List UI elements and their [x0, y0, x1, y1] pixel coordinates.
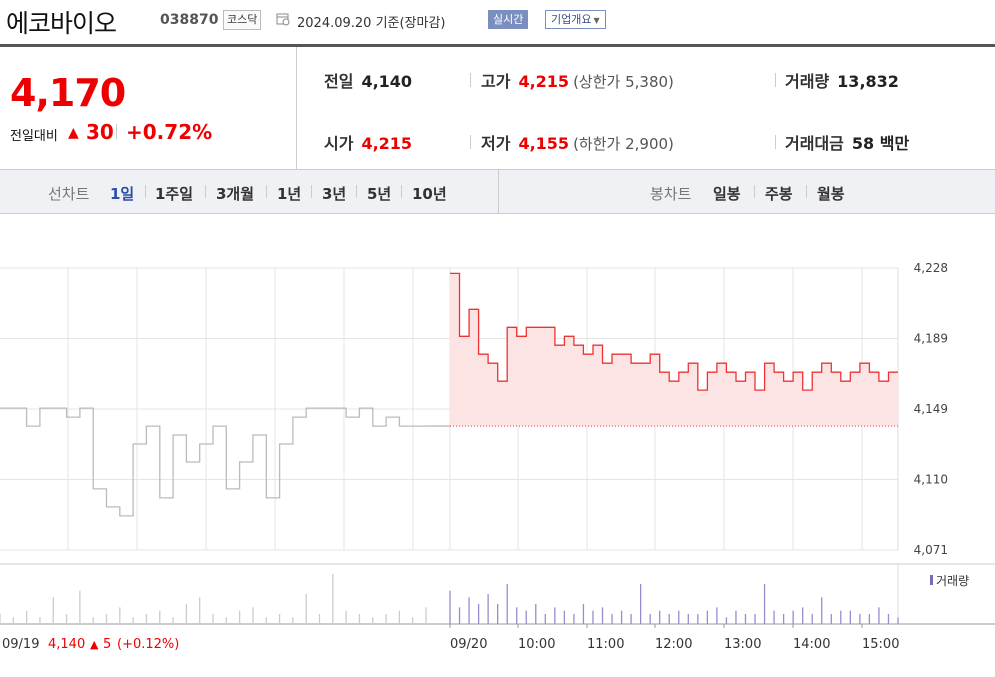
- high-value: 4,215: [518, 72, 570, 91]
- open-price: 시가 4,215: [324, 130, 412, 154]
- lower-limit: (하한가 2,900): [573, 135, 674, 153]
- low-label: 저가: [481, 134, 511, 153]
- prev-day-change: 5: [103, 637, 111, 652]
- volume: 거래량 13,832: [785, 68, 899, 92]
- tab-divider: [806, 185, 807, 198]
- open-label: 시가: [324, 134, 354, 153]
- divider: [470, 73, 471, 87]
- calendar-icon: [276, 13, 290, 26]
- tab-daily[interactable]: 일봉: [713, 185, 741, 203]
- tab-5year[interactable]: 5년: [367, 185, 392, 203]
- prev-day-close: 4,140: [48, 637, 85, 652]
- divider: [775, 135, 776, 149]
- prev-day-date: 09/19: [2, 637, 39, 652]
- x-tick-label: 09/20: [450, 637, 487, 652]
- volume-legend-label: 거래량: [936, 574, 969, 588]
- tab-3year[interactable]: 3년: [322, 185, 347, 203]
- tab-1year[interactable]: 1년: [277, 185, 302, 203]
- tab-divider: [401, 185, 402, 198]
- chevron-down-icon: ▼: [593, 16, 600, 25]
- prev-day-line: [0, 407, 426, 517]
- volume-legend-swatch: [930, 575, 933, 585]
- trade-amount: 거래대금 58 백만: [785, 130, 909, 154]
- change-value: 30: [86, 120, 114, 144]
- x-tick-label: 14:00: [793, 637, 830, 652]
- header-divider: [0, 44, 995, 47]
- x-tick-label: 13:00: [724, 637, 761, 652]
- volume-label: 거래량: [785, 72, 830, 91]
- divider: [470, 135, 471, 149]
- tab-1week[interactable]: 1주일: [155, 185, 194, 203]
- change-divider: [116, 124, 117, 139]
- line-chart-label: 선차트: [48, 185, 90, 203]
- tab-1day[interactable]: 1일: [110, 185, 135, 203]
- divider: [775, 73, 776, 87]
- prev-close-label: 전일: [324, 72, 354, 91]
- x-tick-label: 15:00: [862, 637, 899, 652]
- x-tick-label: 12:00: [655, 637, 692, 652]
- stock-code: 038870: [160, 12, 219, 28]
- volume-value: 13,832: [837, 72, 899, 91]
- tab-weekly[interactable]: 주봉: [765, 185, 793, 203]
- stock-name: 에코바이오: [6, 9, 117, 38]
- current-price-box: 4,170 전일대비 ▲ 30 +0.72%: [0, 47, 297, 169]
- high-price: 고가 4,215 (상한가 5,380): [481, 68, 674, 92]
- tab-divider: [754, 185, 755, 198]
- tab-divider: [311, 185, 312, 198]
- y-tick-label: 4,110: [914, 473, 948, 487]
- up-triangle-icon: ▲: [90, 638, 99, 651]
- x-tick-label: 11:00: [587, 637, 624, 652]
- y-tick-label: 4,149: [914, 402, 948, 416]
- tab-divider: [266, 185, 267, 198]
- intraday-chart: 4,228 4,189 4,149 4,110 4,071 거래량 09/19 4,140 ▲ 5…: [0, 261, 995, 652]
- period-tabs: 선차트 1일 1주일 3개월 1년 3년 5년 10년 봉차트 일봉 주봉 월봉: [0, 170, 995, 214]
- prev-close: 전일 4,140: [324, 68, 412, 92]
- candle-chart-label: 봉차트: [650, 185, 692, 203]
- company-info-label: 기업개요: [551, 13, 592, 26]
- tab-3month[interactable]: 3개월: [216, 185, 255, 203]
- open-value: 4,215: [361, 134, 413, 153]
- x-tick-label: 10:00: [518, 637, 555, 652]
- change-percent: +0.72%: [126, 120, 213, 144]
- prev-day-pct: (+0.12%): [117, 637, 179, 652]
- y-tick-label: 4,228: [914, 261, 948, 275]
- price-summary: 4,170 전일대비 ▲ 30 +0.72% 전일 4,140 고가 4,215 (상…: [0, 47, 995, 170]
- y-tick-label: 4,189: [914, 332, 948, 346]
- amount-label: 거래대금: [785, 134, 844, 153]
- period-divider: [498, 170, 499, 213]
- upper-limit: (상한가 5,380): [573, 73, 674, 91]
- current-price: 4,170: [10, 71, 126, 115]
- today-area-fill: [450, 273, 898, 427]
- y-tick-label: 4,071: [914, 543, 948, 557]
- tab-divider: [356, 185, 357, 198]
- amount-value: 58 백만: [851, 134, 910, 153]
- stock-header: 에코바이오 038870 코스닥 2024.09.20 기준(장마감) 실시간 …: [0, 0, 995, 44]
- low-value: 4,155: [518, 134, 570, 153]
- tab-divider: [205, 185, 206, 198]
- prev-close-value: 4,140: [361, 72, 413, 91]
- high-label: 고가: [481, 72, 511, 91]
- tab-divider: [145, 185, 146, 198]
- tab-10year[interactable]: 10년: [412, 185, 447, 203]
- today-price-line: [450, 272, 898, 391]
- low-price: 저가 4,155 (하한가 2,900): [481, 130, 674, 154]
- tab-monthly[interactable]: 월봉: [817, 185, 845, 203]
- realtime-button[interactable]: 실시간: [488, 10, 529, 29]
- base-date: 2024.09.20 기준(장마감): [297, 16, 446, 31]
- up-triangle-icon: ▲: [68, 125, 79, 141]
- company-info-button[interactable]: 기업개요 ▼: [545, 10, 606, 29]
- change-label: 전일대비: [10, 129, 58, 144]
- market-badge: 코스닥: [223, 10, 262, 30]
